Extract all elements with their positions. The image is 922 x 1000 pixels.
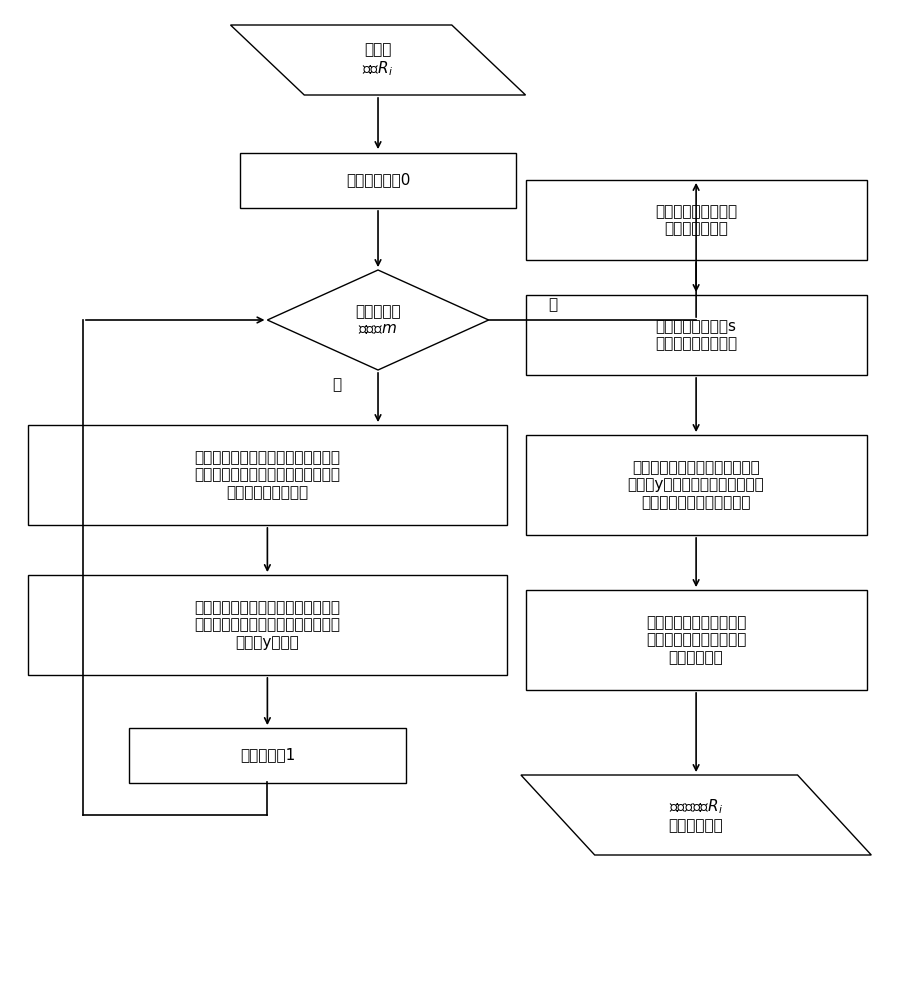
Text: 遍历次数设为0: 遍历次数设为0 bbox=[346, 172, 410, 188]
Text: 在向上和向下遍历过程中分别记录第
一个深度值在该区域深度值附近的像
素点的y轴坐标: 在向上和向下遍历过程中分别记录第 一个深度值在该区域深度值附近的像 素点的y轴坐… bbox=[195, 600, 340, 650]
Text: 深度图
区域$R_i$: 深度图 区域$R_i$ bbox=[362, 42, 394, 78]
FancyBboxPatch shape bbox=[526, 590, 867, 690]
Polygon shape bbox=[230, 25, 526, 95]
FancyBboxPatch shape bbox=[129, 728, 406, 782]
FancyBboxPatch shape bbox=[240, 152, 516, 208]
FancyBboxPatch shape bbox=[526, 295, 867, 375]
Text: 从深度图中随机选取一列，分别从该
列最下方元素向上遍历，以及从该列
最上方元素向下遍历: 从深度图中随机选取一列，分别从该 列最下方元素向上遍历，以及从该列 最上方元素向… bbox=[195, 450, 340, 500]
FancyBboxPatch shape bbox=[28, 425, 507, 525]
Text: 遍历次数加1: 遍历次数加1 bbox=[240, 748, 295, 762]
Text: 分别对两列坐标值进
行从小到大排序: 分别对两列坐标值进 行从小到大排序 bbox=[655, 204, 738, 236]
Polygon shape bbox=[521, 775, 871, 855]
Polygon shape bbox=[267, 270, 489, 370]
Text: 否: 否 bbox=[549, 298, 558, 312]
Text: 是: 是 bbox=[332, 377, 341, 392]
Text: 选取排序后中间的s
个值，计算其均值，: 选取排序后中间的s 个值，计算其均值， bbox=[655, 319, 738, 351]
Text: 依次遍历该区域中的像素点，计
算所有y轴坐标在均值间的像素点
的横坐标均值和纵坐标均值: 依次遍历该区域中的像素点，计 算所有y轴坐标在均值间的像素点 的横坐标均值和纵坐… bbox=[628, 460, 764, 510]
FancyBboxPatch shape bbox=[526, 435, 867, 535]
Text: 深度图区域$R_i$
中心点的坐标: 深度图区域$R_i$ 中心点的坐标 bbox=[668, 797, 724, 833]
FancyBboxPatch shape bbox=[526, 180, 867, 260]
Text: 遍历次数是
否小于$m$: 遍历次数是 否小于$m$ bbox=[355, 304, 401, 336]
FancyBboxPatch shape bbox=[28, 575, 507, 675]
Text: 将计算得到的横坐标均值
和纵坐标均值，作为该区
域的中心位置: 将计算得到的横坐标均值 和纵坐标均值，作为该区 域的中心位置 bbox=[646, 615, 746, 665]
